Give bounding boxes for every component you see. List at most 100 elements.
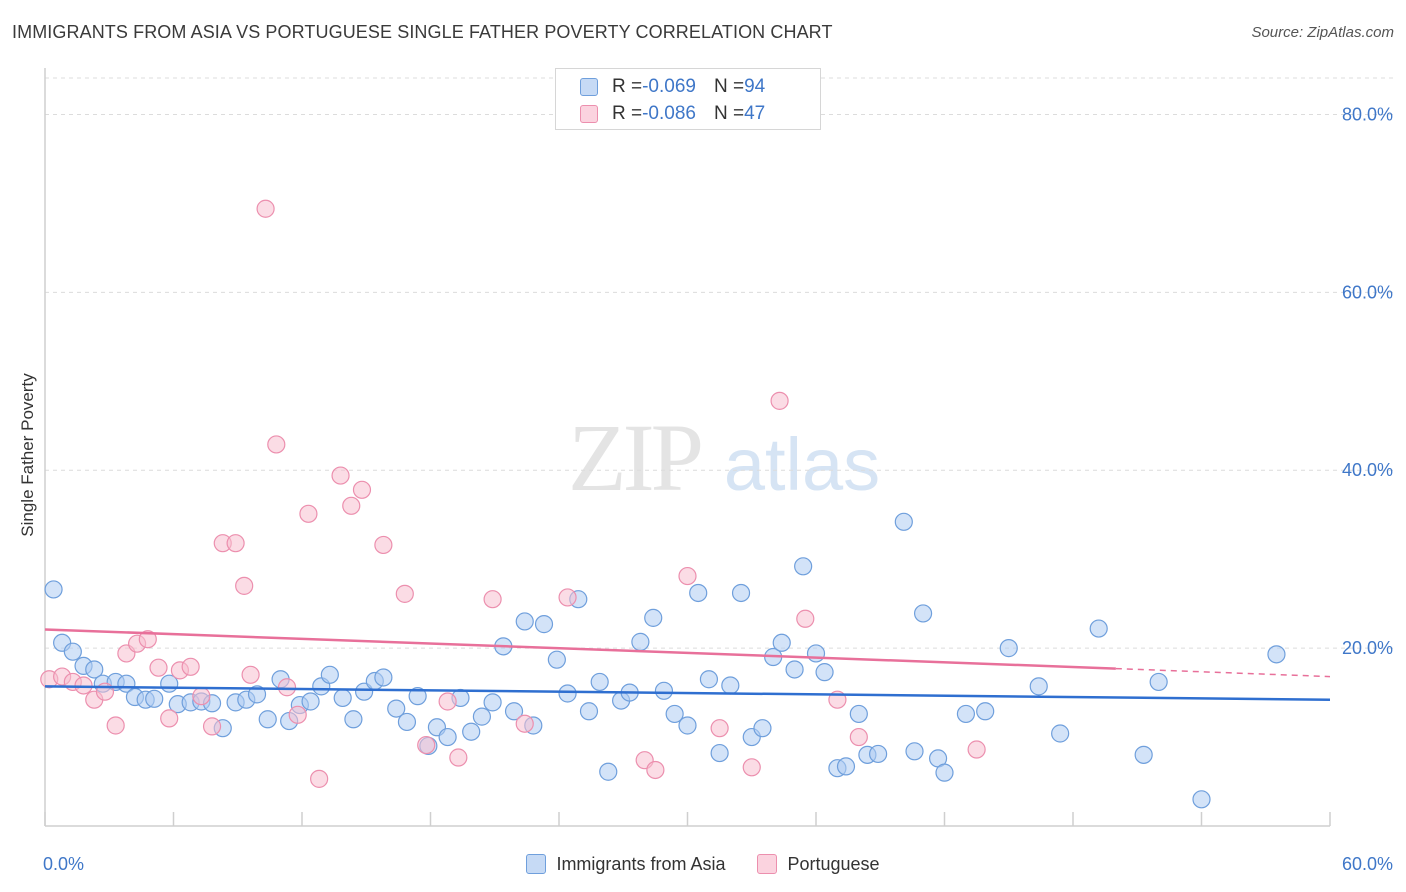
- data-point-portuguese: [770, 391, 789, 410]
- data-point-asia: [483, 693, 502, 712]
- series-immigrants-from-asia: [44, 512, 1286, 809]
- data-point-asia: [1149, 672, 1168, 692]
- axes: [44, 68, 1331, 827]
- data-point-asia: [579, 702, 599, 721]
- legend-n-label: N =: [713, 76, 745, 97]
- data-point-asia: [699, 670, 719, 689]
- data-point-asia: [999, 639, 1018, 658]
- data-point-asia: [1134, 745, 1153, 764]
- source-credit: Source: ZipAtlas.com: [1251, 24, 1394, 41]
- data-point-portuguese: [277, 678, 297, 697]
- x-tick-label: 0.0%: [43, 854, 84, 874]
- data-point-portuguese: [331, 466, 350, 485]
- data-point-asia: [599, 762, 618, 781]
- data-point-portuguese: [192, 687, 211, 706]
- watermark-atlas: atlas: [724, 423, 880, 506]
- data-point-portuguese: [352, 480, 372, 499]
- watermark: ZIP atlas: [568, 404, 880, 511]
- data-point-asia: [344, 710, 363, 729]
- correlation-legend: R = -0.069 N = 94 R = -0.086 N = 47: [555, 68, 821, 130]
- data-point-portuguese: [483, 590, 502, 609]
- data-point-asia: [438, 727, 457, 747]
- y-tick-label: 60.0%: [1342, 282, 1393, 302]
- data-point-asia: [534, 615, 554, 634]
- legend-r-value: -0.086: [642, 103, 696, 124]
- data-point-asia: [665, 704, 684, 724]
- data-point-asia: [247, 685, 267, 704]
- data-point-asia: [869, 744, 888, 764]
- data-point-asia: [731, 583, 751, 603]
- data-point-asia: [794, 557, 813, 576]
- data-point-asia: [333, 688, 352, 708]
- legend-label-portuguese: Portuguese: [787, 853, 880, 874]
- data-point-asia: [1267, 645, 1286, 664]
- watermark-zip: ZIP: [568, 404, 701, 511]
- data-point-asia: [301, 692, 320, 711]
- legend-item-portuguese: Portuguese: [757, 853, 880, 875]
- legend-swatch-portuguese: [580, 105, 598, 123]
- trend-lines: [44, 628, 1331, 701]
- data-point-asia: [44, 580, 63, 599]
- data-point-asia: [913, 604, 933, 623]
- data-point-portuguese: [710, 719, 729, 738]
- legend-r-value: -0.069: [642, 76, 696, 97]
- data-point-portuguese: [558, 588, 577, 607]
- data-point-asia: [721, 676, 740, 695]
- legend-r-label: R =: [612, 76, 643, 97]
- data-point-asia: [374, 668, 393, 687]
- data-point-portuguese: [106, 716, 125, 735]
- data-point-asia: [85, 660, 104, 679]
- legend-n-label: N =: [713, 103, 745, 124]
- data-point-asia: [905, 742, 924, 761]
- y-tick-label: 80.0%: [1342, 104, 1393, 124]
- data-point-asia: [815, 663, 834, 682]
- series-portuguese: [40, 199, 986, 788]
- data-point-asia: [935, 763, 954, 782]
- data-point-asia: [408, 687, 427, 706]
- data-point-portuguese: [742, 758, 761, 777]
- data-point-portuguese: [235, 576, 254, 595]
- tick-labels: 20.0% 40.0% 60.0% 80.0% 0.0% 60.0%: [43, 104, 1393, 874]
- legend-n-value: 47: [744, 103, 766, 124]
- x-tick-label: 60.0%: [1342, 854, 1393, 874]
- data-point-portuguese: [417, 735, 436, 755]
- data-point-asia: [806, 644, 826, 663]
- legend-row-asia: R = -0.069 N = 94: [580, 75, 765, 99]
- data-point-asia: [387, 699, 406, 718]
- data-point-portuguese: [241, 665, 260, 684]
- data-point-asia: [145, 689, 164, 708]
- data-point-portuguese: [160, 709, 179, 728]
- data-point-asia: [504, 702, 524, 721]
- data-point-asia: [836, 757, 856, 776]
- y-tick-label: 20.0%: [1342, 638, 1393, 658]
- data-point-asia: [258, 710, 277, 729]
- data-point-asia: [631, 632, 650, 651]
- data-point-asia: [678, 716, 697, 735]
- data-point-asia: [710, 743, 729, 763]
- series-legend: Immigrants from Asia Portuguese: [0, 852, 1406, 876]
- data-point-asia: [320, 665, 339, 684]
- y-tick-label: 40.0%: [1342, 460, 1393, 480]
- data-point-asia: [976, 702, 995, 721]
- data-point-asia: [1192, 790, 1211, 809]
- legend-swatch-asia: [526, 854, 547, 874]
- data-point-asia: [1029, 677, 1048, 696]
- legend-n-value: 94: [744, 76, 766, 97]
- data-point-portuguese: [226, 534, 245, 553]
- data-point-asia: [772, 633, 791, 652]
- data-point-portuguese: [967, 740, 986, 759]
- data-point-portuguese: [181, 657, 200, 676]
- data-point-portuguese: [256, 199, 275, 218]
- data-point-portuguese: [395, 584, 414, 603]
- legend-swatch-asia: [580, 78, 598, 96]
- legend-r-label: R =: [612, 103, 643, 124]
- data-point-portuguese: [288, 705, 307, 724]
- legend-item-asia: Immigrants from Asia: [526, 854, 725, 875]
- data-point-asia: [462, 722, 481, 741]
- data-point-asia: [894, 512, 913, 531]
- data-point-asia: [397, 712, 417, 732]
- data-point-portuguese: [374, 535, 393, 555]
- data-point-portuguese: [438, 692, 457, 711]
- data-point-portuguese: [310, 769, 329, 788]
